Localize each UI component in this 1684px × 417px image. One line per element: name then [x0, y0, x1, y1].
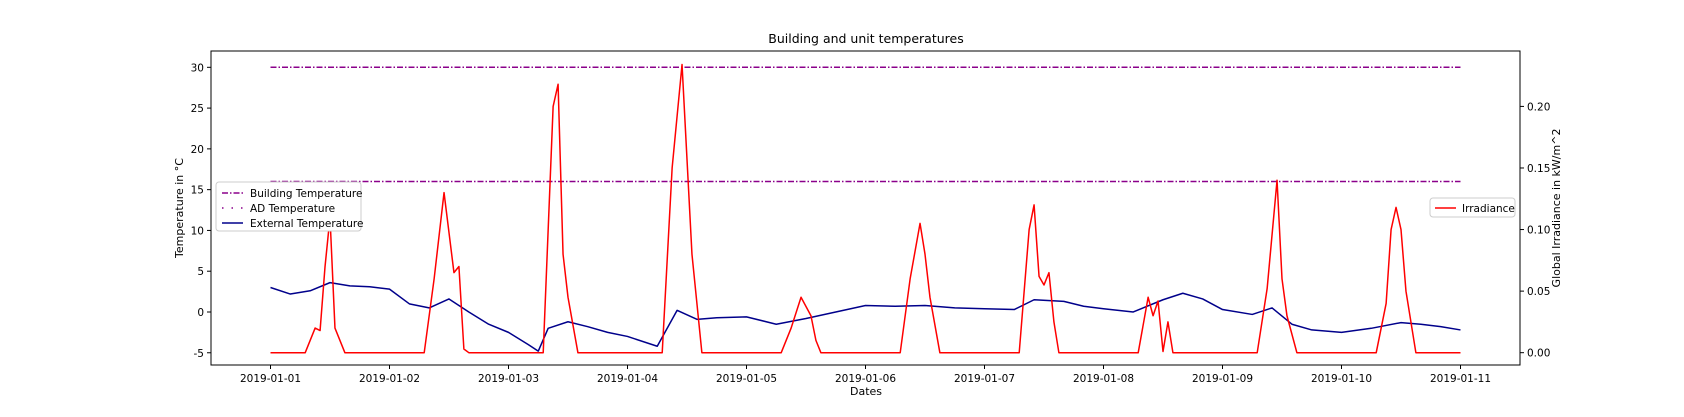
x-tick-label: 2019-01-06 [835, 373, 896, 385]
y-left-tick-label: 5 [197, 266, 204, 278]
legend-label-building: Building Temperature [250, 188, 362, 200]
y-right-tick-label: 0.05 [1527, 286, 1550, 298]
legend-label-ad: AD Temperature [250, 203, 335, 215]
y-left-tick-label: 30 [191, 62, 204, 74]
y-right-tick-label: 0.15 [1527, 163, 1550, 175]
plot-frame [210, 50, 1521, 366]
y-axis-right: 0.00 0.05 0.10 0.15 0.20 [1520, 101, 1550, 360]
x-axis-label: Dates [850, 385, 882, 398]
x-tick-label: 2019-01-04 [597, 373, 658, 385]
plot-lines [270, 63, 1461, 354]
legend-label-external: External Temperature [250, 218, 363, 230]
y-left-tick-label: 20 [191, 144, 204, 156]
x-tick-label: 2019-01-08 [1073, 373, 1134, 385]
x-tick-label: 2019-01-03 [478, 373, 539, 385]
x-axis: 2019-01-01 2019-01-02 2019-01-03 2019-01-04… [240, 365, 1491, 385]
chart-title: Building and unit temperatures [768, 31, 963, 46]
x-tick-label: 2019-01-01 [240, 373, 301, 385]
legend-right-box [1429, 197, 1516, 218]
series-line-external-temperature [270, 281, 1461, 352]
x-tick-label: 2019-01-11 [1430, 373, 1491, 385]
x-tick-label: 2019-01-05 [716, 373, 777, 385]
legend-right: Irradiance [1429, 197, 1516, 218]
y-left-tick-label: 10 [191, 225, 204, 237]
x-tick-label: 2019-01-10 [1311, 373, 1372, 385]
y-right-tick-label: 0.10 [1527, 225, 1550, 237]
x-tick-label: 2019-01-07 [954, 373, 1015, 385]
y-axis-left: -5 0 5 10 15 20 25 30 [191, 62, 211, 360]
y-left-tick-label: 25 [191, 103, 204, 115]
legend-label-irradiance: Irradiance [1462, 203, 1515, 215]
y-left-tick-label: 0 [197, 307, 204, 319]
y-axis-right-label: Global Irradiance in kW/m^2 [1550, 129, 1563, 288]
y-left-tick-label: 15 [191, 185, 204, 197]
x-tick-label: 2019-01-02 [359, 373, 420, 385]
y-left-tick-label: -5 [194, 348, 204, 360]
series-line-irradiance [270, 63, 1461, 354]
legend-left-box [215, 181, 362, 232]
y-right-tick-label: 0.00 [1527, 348, 1550, 360]
x-tick-label: 2019-01-09 [1192, 373, 1253, 385]
y-right-tick-label: 0.20 [1527, 101, 1550, 113]
y-axis-left-label: Temperature in °C [173, 158, 186, 259]
legend-left: Building Temperature AD Temperature Exte… [215, 181, 363, 232]
